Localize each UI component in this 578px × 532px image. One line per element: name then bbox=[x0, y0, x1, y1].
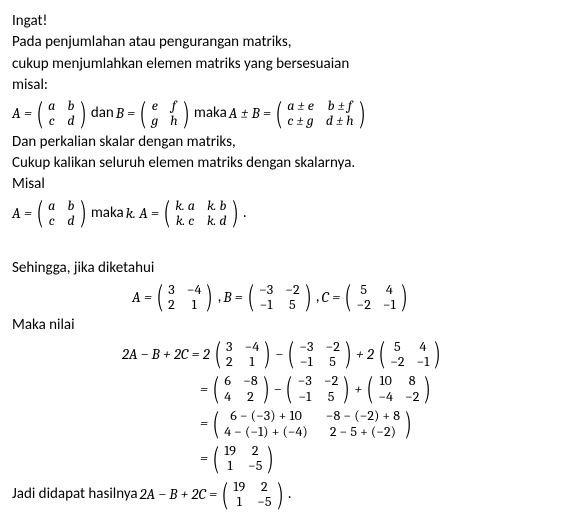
equation-given-abc: A = ( 3−4 21 ) , B = ( −3−2 −15 ) , C = … bbox=[12, 281, 566, 314]
label-a-equals-2: A = bbox=[12, 203, 32, 223]
text-line-3: misal: bbox=[12, 75, 566, 95]
matrix-a-num: ( 3−4 21 ) bbox=[154, 281, 216, 314]
label-b-num: B = bbox=[223, 287, 242, 307]
label-b-equals: B = bbox=[116, 103, 135, 123]
matrix-a-generic-2: ( ab cd ) bbox=[34, 197, 89, 230]
step2-2a: ( 6−8 42 ) bbox=[210, 372, 272, 405]
text-line-2: cukup menjumlahkan elemen matriks yang b… bbox=[12, 54, 566, 74]
text-maka-1: maka bbox=[194, 103, 227, 123]
text-maka-nilai: Maka nilai bbox=[12, 315, 566, 335]
label-a-equals: A = bbox=[12, 103, 32, 123]
matrix-a-generic: ( ab cd ) bbox=[34, 97, 89, 130]
dot-final: . bbox=[288, 484, 292, 504]
text-sehingga: Sehingga, jika diketahui bbox=[12, 258, 566, 278]
heading-ingat: Ingat! bbox=[12, 11, 566, 31]
equation-scalar-mult: A = ( ab cd ) maka k. A = ( k. ak. b k. … bbox=[12, 197, 566, 230]
step2-2c: ( 108 −4−2 ) bbox=[364, 372, 434, 405]
step3-combined: ( 6 − (−3) + 10−8 − (−2) + 8 4 − (−1) + … bbox=[210, 407, 414, 440]
derivation-block: 2A − B + 2C = 2 ( 3−4 21 ) − ( −3−2 −15 … bbox=[12, 337, 566, 476]
text-line-1: Pada penjumlahan atau pengurangan matrik… bbox=[12, 32, 566, 52]
step2-b: ( −3−2 −15 ) bbox=[283, 372, 352, 405]
text-line-4: Dan perkalian skalar dengan matriks, bbox=[12, 132, 566, 152]
matrix-ka: ( k. ak. b k. ck. d ) bbox=[161, 197, 241, 230]
step1-b: ( −3−2 −15 ) bbox=[285, 338, 354, 371]
step4-final: ( 192 1−5 ) bbox=[210, 442, 277, 475]
step1-c: ( 54 −2−1 ) bbox=[376, 338, 444, 371]
label-a-num: A = bbox=[132, 287, 152, 307]
eq-3: = bbox=[200, 413, 208, 433]
text-line-6: Misal bbox=[12, 174, 566, 194]
text-maka-2: maka bbox=[91, 203, 124, 223]
step1-a: ( 3−4 21 ) bbox=[212, 338, 274, 371]
text-line-5: Cukup kalikan seluruh elemen matriks den… bbox=[12, 153, 566, 173]
result-matrix: ( 192 1−5 ) bbox=[219, 478, 286, 511]
plus2-1: + 2 bbox=[356, 344, 374, 364]
comma-1: , bbox=[218, 287, 222, 307]
eq-4: = bbox=[200, 448, 208, 468]
conclusion-line: Jadi didapat hasilnya 2A − B + 2C = ( 19… bbox=[12, 478, 566, 511]
label-ka-equals: k. A = bbox=[126, 203, 159, 223]
label-apmb-equals: A ± B = bbox=[229, 103, 271, 123]
dot-1: . bbox=[243, 203, 247, 223]
matrix-apmb: ( a ± eb ± f c ± gd ± h ) bbox=[273, 97, 368, 130]
minus-1: − bbox=[275, 344, 283, 364]
label-c-num: C = bbox=[322, 287, 341, 307]
eq-2: = bbox=[200, 379, 208, 399]
comma-2: , bbox=[316, 287, 320, 307]
matrix-c-num: ( 54 −2−1 ) bbox=[342, 281, 410, 314]
result-lhs: 2A − B + 2C = bbox=[140, 484, 218, 504]
plus-2: + bbox=[354, 379, 362, 399]
equation-matrix-addition: A = ( ab cd ) dan B = ( ef gh ) maka A ±… bbox=[12, 97, 566, 130]
matrix-b-num: ( −3−2 −15 ) bbox=[245, 281, 314, 314]
text-dan: dan bbox=[91, 103, 114, 123]
minus-2: − bbox=[274, 379, 282, 399]
expr-lhs: 2A − B + 2C = 2 bbox=[122, 344, 210, 364]
matrix-b-generic: ( ef gh ) bbox=[137, 97, 192, 130]
text-jadi: Jadi didapat hasilnya bbox=[12, 484, 138, 504]
